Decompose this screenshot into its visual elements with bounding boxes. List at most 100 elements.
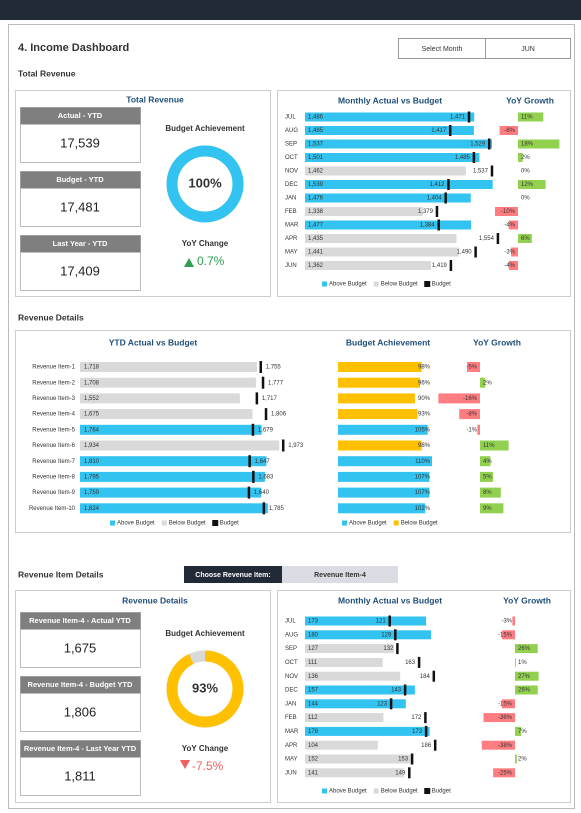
budget-label: 1,973 [288,443,304,449]
achievement-bar [338,424,428,435]
legend-swatch [322,788,327,794]
kpi-value: 17,409 [60,263,100,278]
chart-title: YoY Growth [506,95,554,105]
page-title: 4. Income Dashboard [18,42,129,54]
actual-bar [305,699,406,709]
actual-label: 1,718 [84,365,100,371]
choose-value-box[interactable] [282,566,398,583]
actual-label: 1,435 [308,236,324,242]
budget-marker [472,152,476,163]
month-label: SEP [285,142,297,148]
select-value-box[interactable] [485,38,571,59]
select-value[interactable]: JUN [521,46,535,53]
budget-label: 1,412 [429,182,445,188]
growth-bar [518,180,546,189]
actual-bar [305,180,493,189]
growth-bar [480,440,509,451]
actual-label: 1,764 [84,427,100,433]
legend-label: Below Budget [169,521,206,527]
month-label: JAN [285,196,296,202]
item-label: Revenue Item-5 [32,427,75,433]
actual-bar [305,261,432,270]
month-label: MAY [285,757,298,763]
achievement-label: 90% [418,396,431,402]
kpi-label: Last Year - YTD [53,239,108,248]
month-label: OCT [285,155,298,161]
growth-bar [483,713,515,723]
growth-label: -15% [498,701,513,707]
month-label: JUN [285,770,297,776]
growth-bar [515,685,538,695]
budget-marker [449,260,453,271]
achievement-label: 98% [418,365,431,371]
budget-marker [435,206,439,217]
budget-label: 1,471 [450,115,466,121]
chart-title: Budget Achievement [346,337,430,347]
actual-label: 141 [308,770,319,776]
legend-label: Below Budget [401,521,438,527]
growth-label: -10% [501,209,516,215]
chart-title: Monthly Actual vs Budget [338,95,442,105]
item-label: Revenue Item-8 [32,474,75,480]
budget-label: 153 [398,757,409,763]
actual-label: 1,501 [308,155,324,161]
legend-swatch [373,788,379,794]
achievement-bar [338,503,426,514]
yoy-value: -7.5% [192,759,224,773]
month-label: MAY [285,250,298,256]
budget-label: 132 [383,646,394,652]
budget-label: 1,755 [266,365,282,371]
actual-label: 1,462 [308,169,324,175]
actual-bar [305,193,471,203]
achievement-value: 93% [192,680,218,695]
growth-label: 12% [521,182,534,188]
select-label: Select Month [422,46,463,53]
achievement-bar [338,362,422,372]
budget-marker [444,192,447,204]
budget-label: 1,485 [455,155,471,161]
item-label: Revenue Item-3 [32,396,75,402]
growth-bar [515,754,517,764]
month-label: AUG [285,632,298,638]
legend-label: Below Budget [381,282,418,288]
actual-bar [305,657,383,667]
actual-bar [80,377,256,388]
budget-marker [437,219,440,231]
budget-marker [388,615,391,627]
achievement-label: Budget Achievement [165,124,245,133]
actual-bar [305,207,423,216]
budget-label: 129 [381,632,392,638]
budget-label: 163 [405,660,416,666]
kpi-label: Revenue Item-4 - Last Year YTD [24,744,137,753]
growth-label: 0% [521,169,530,175]
achievement-label: 107% [415,490,431,496]
budget-marker [389,698,393,710]
actual-bar [305,726,430,736]
growth-label: 0% [521,196,530,202]
kpi-header [20,740,141,758]
kpi-label: Revenue Item-4 - Budget YTD [28,680,133,689]
item-label: Revenue Item-2 [32,380,75,386]
growth-bar [518,234,532,243]
growth-bar [518,153,523,162]
growth-bar [493,768,515,778]
growth-bar [515,657,516,667]
growth-label: -16% [463,396,478,402]
actual-label: 112 [308,715,318,721]
legend-swatch [424,281,431,287]
legend-label: Budget [432,789,451,795]
legend-label: Budget [432,282,451,288]
budget-label: 143 [391,688,402,694]
growth-label: -25% [498,770,513,776]
choose-value[interactable]: Revenue Item-4 [314,572,366,579]
item-label: Revenue Item-6 [32,443,75,449]
item-label: Revenue Item-7 [32,459,75,465]
growth-bar [515,726,522,736]
growth-bar [515,644,538,654]
kpi-header [20,171,141,189]
actual-label: 1,795 [84,474,100,480]
growth-label: -36% [498,715,513,721]
kpi-header [20,612,141,630]
achievement-label: Budget Achievement [165,629,245,638]
budget-marker [247,486,251,499]
